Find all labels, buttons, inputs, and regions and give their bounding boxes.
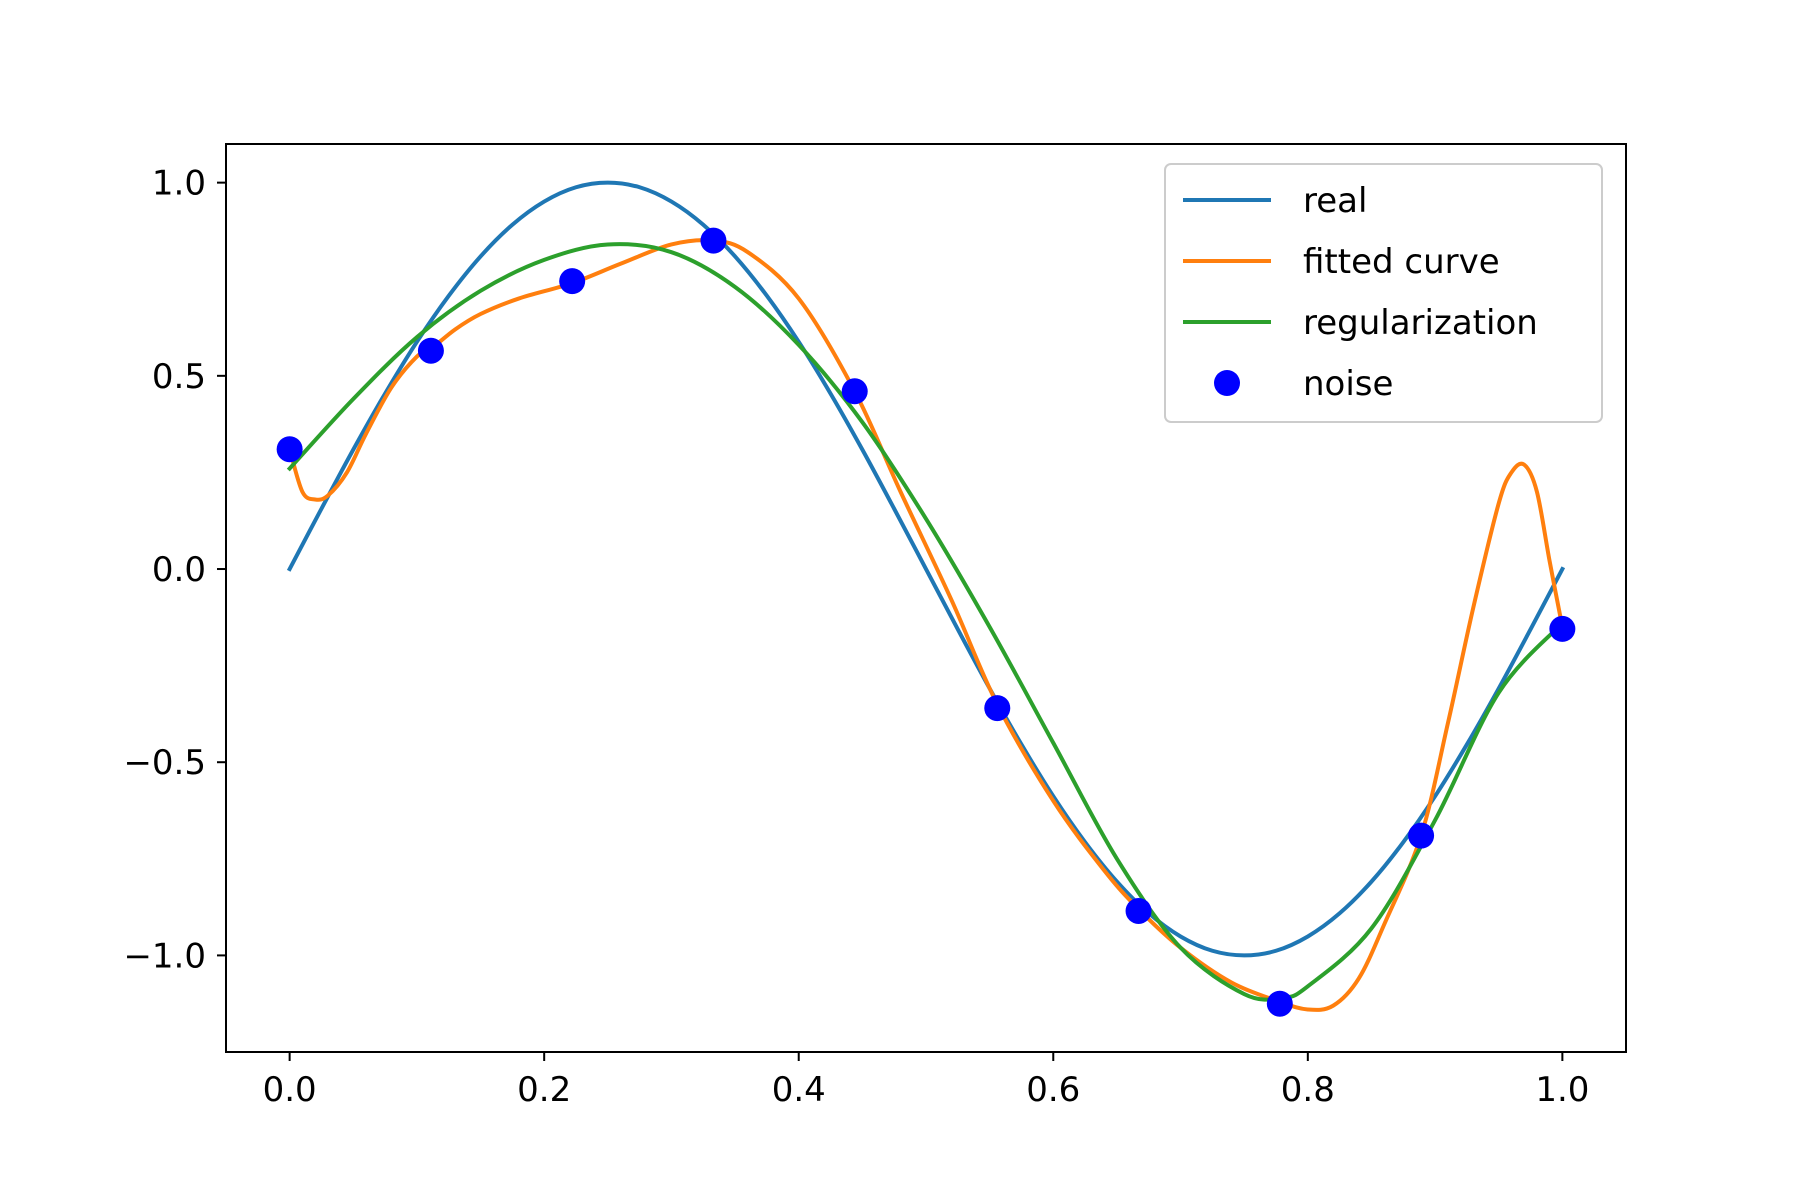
data-point-noise: [1125, 897, 1152, 924]
x-tick-label: 0.8: [1281, 1070, 1335, 1110]
legend: real fitted curve regularization noise: [1164, 163, 1603, 423]
series-layer: [276, 180, 1576, 1017]
y-tick-label: −0.5: [123, 743, 206, 783]
x-tick-label: 0.6: [1026, 1070, 1080, 1110]
legend-entries: real fitted curve regularization noise: [1183, 181, 1538, 404]
legend-swatch-noise: [1214, 370, 1240, 396]
data-point-noise: [417, 337, 444, 364]
y-tick-label: 0.5: [152, 357, 206, 397]
x-tick-label: 0.2: [517, 1070, 571, 1110]
legend-label-regularization: regularization: [1303, 303, 1538, 343]
legend-box: [1164, 163, 1603, 423]
series-points-noise: [276, 227, 1576, 1017]
data-point-noise: [1408, 822, 1435, 849]
data-point-noise: [559, 268, 586, 295]
data-point-noise: [276, 436, 303, 463]
y-axis: 1.0 0.5 0.0 −0.5 −1.0: [123, 164, 226, 976]
y-tick-label: 0.0: [152, 550, 206, 590]
x-tick-label: 0.0: [263, 1070, 317, 1110]
data-point-noise: [1266, 990, 1293, 1017]
series-line-real: [286, 180, 1566, 958]
y-tick-label: 1.0: [152, 164, 206, 204]
legend-label-noise: noise: [1303, 364, 1393, 404]
legend-label-fitted-curve: fitted curve: [1303, 242, 1500, 282]
data-point-noise: [1549, 615, 1576, 642]
series-line-regularization: [286, 242, 1566, 1002]
x-axis: 0.0 0.2 0.4 0.6 0.8 1.0: [263, 1052, 1589, 1110]
x-tick-label: 1.0: [1535, 1070, 1589, 1110]
data-point-noise: [841, 378, 868, 405]
legend-label-real: real: [1303, 181, 1367, 221]
plot-frame: [225, 143, 1627, 1053]
data-point-noise: [984, 695, 1011, 722]
y-tick-label: −1.0: [123, 936, 206, 976]
data-point-noise: [700, 227, 727, 254]
x-tick-label: 0.4: [772, 1070, 826, 1110]
